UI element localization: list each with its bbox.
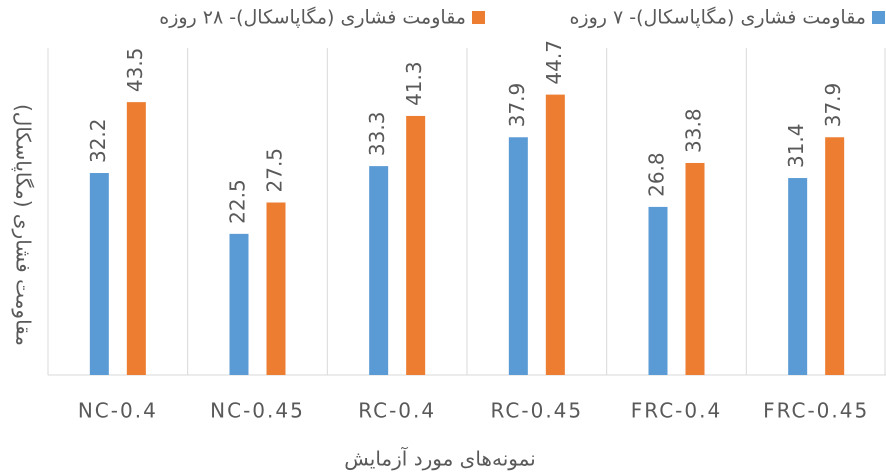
data-label: 27.5 — [263, 148, 287, 193]
x-tick-label: NC-0.45 — [210, 399, 305, 423]
data-label: 41.3 — [402, 61, 426, 106]
x-tick-label: RC-0.4 — [358, 399, 436, 423]
bar — [229, 233, 249, 375]
legend-swatch — [472, 11, 485, 24]
bar — [266, 202, 286, 375]
bar — [825, 137, 845, 375]
bar — [545, 94, 565, 375]
data-label: 33.8 — [682, 108, 706, 153]
bar — [685, 162, 705, 375]
x-tick-label: RC-0.45 — [491, 399, 584, 423]
bar — [788, 178, 808, 375]
legend-label: مقاومت فشاری (مگاپاسکال)- ۲۸ روزه — [159, 6, 466, 29]
bar — [126, 102, 146, 376]
data-label: 32.2 — [86, 118, 110, 163]
data-label: 31.4 — [784, 124, 808, 169]
data-label: 37.9 — [505, 83, 529, 128]
data-label: 22.5 — [226, 179, 250, 224]
data-label: 37.9 — [821, 83, 845, 128]
legend-label: مقاومت فشاری (مگاپاسکال)- ۷ روزه — [569, 6, 866, 29]
bar — [648, 206, 668, 375]
data-label: 26.8 — [645, 152, 669, 197]
bar — [406, 115, 426, 375]
bar — [508, 137, 528, 375]
legend-swatch — [872, 11, 885, 24]
bar — [369, 166, 389, 375]
bar — [89, 173, 109, 375]
y-axis-title: مقاومت فشاری (مگاپاسکال) — [11, 104, 36, 346]
x-tick-label: FRC-0.45 — [763, 399, 869, 423]
x-tick-label: NC-0.4 — [78, 399, 158, 423]
data-label: 43.5 — [123, 48, 147, 93]
data-label: 33.3 — [365, 112, 389, 157]
x-tick-label: FRC-0.4 — [631, 399, 722, 423]
data-label: 44.7 — [542, 40, 566, 85]
x-axis-title: نمونه‌های مورد آزمایش — [344, 446, 535, 471]
